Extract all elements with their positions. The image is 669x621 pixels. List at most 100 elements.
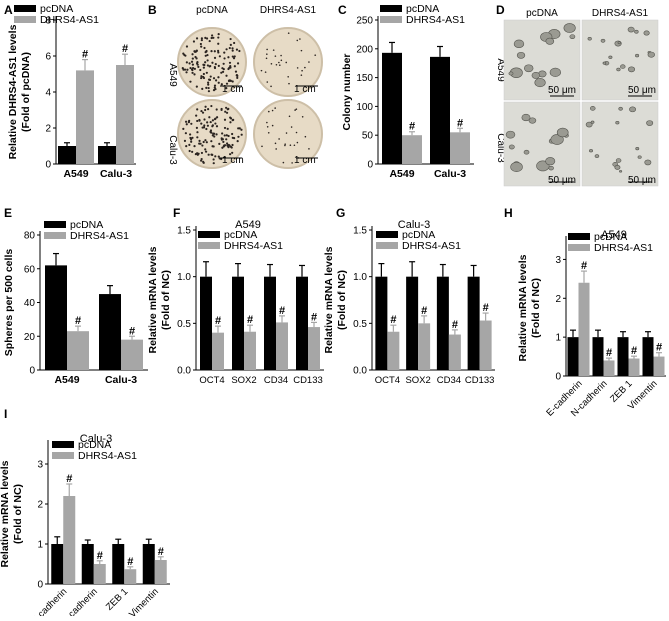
colony-dot [213, 132, 216, 135]
colony-dot [231, 132, 234, 136]
colony-dot [223, 57, 226, 60]
x-tick-label: Calu-3 [100, 168, 132, 180]
colony-dot [191, 57, 194, 60]
colony-dot [233, 55, 236, 58]
colony-dot [203, 124, 206, 127]
x-tick-label: SOX2 [405, 375, 430, 386]
colony-dot [195, 62, 199, 65]
colony-dot [193, 144, 196, 148]
colony-dot [240, 133, 243, 136]
bar-dhrs4-calu-3 [121, 339, 143, 370]
y-tick-label: 50 [362, 131, 374, 142]
panel-letter-f: F [173, 206, 180, 220]
sphere-cell [627, 66, 636, 73]
colony-dot [225, 87, 228, 90]
colony-dish-photos: pcDNA DHRS4-AS1 A549 Calu-3 1 cm 1 cm 1 … [167, 5, 323, 169]
micrograph-frame [503, 101, 581, 187]
y-axis-label: Colony number [341, 53, 353, 130]
colony-dot [314, 54, 317, 56]
sphere-cell [508, 144, 515, 150]
y-tick-label: 0 [29, 366, 35, 377]
colony-dot [205, 49, 208, 53]
y-axis-label: (Fold of NC) [160, 270, 172, 330]
colony-dot [183, 68, 187, 71]
colony-dot [214, 63, 217, 66]
sphere-cell [635, 147, 640, 151]
y-tick-label: 6 [45, 52, 51, 63]
colony-dot [210, 131, 213, 134]
colony-dot [226, 108, 229, 111]
colony-dot [205, 71, 208, 74]
sphere-cell [608, 55, 613, 59]
micro-scale-3: 50 μm [548, 175, 576, 186]
bar-pcdna-a549 [45, 265, 67, 370]
x-tick-label: OCT4 [199, 375, 224, 386]
colony-dot [288, 115, 291, 118]
colony-dot [267, 132, 270, 134]
y-tick-label: 0.0 [353, 366, 367, 377]
colony-dot [203, 63, 206, 67]
colony-dot [236, 62, 240, 65]
colony-dot [205, 37, 209, 40]
colony-dot [203, 118, 206, 121]
bar-pcdna-sox2 [232, 276, 244, 370]
colony-dot [275, 63, 278, 66]
colony-dot [301, 69, 303, 72]
bar-dhrs4-e-cadherin [578, 282, 590, 376]
bar-dhrs4-n-cadherin [603, 360, 615, 376]
colony-dot [205, 127, 208, 131]
colony-dot [217, 81, 220, 84]
colony-dot [227, 134, 230, 138]
bar-pcdna-cd133 [296, 276, 308, 370]
bar-pcdna-sox2 [406, 276, 419, 370]
bar-pcdna-zeb-1 [112, 544, 125, 584]
colony-dot [199, 68, 202, 72]
sphere-cell [545, 37, 555, 45]
colony-dot [199, 42, 202, 46]
colony-dot [211, 124, 214, 127]
sphere-cell [508, 71, 514, 76]
colony-dot [185, 71, 188, 74]
colony-dot [225, 82, 229, 85]
colony-dot [211, 145, 214, 148]
y-tick-label: 150 [356, 73, 373, 84]
legend-label-dhrs4: DHRS4-AS1 [594, 242, 653, 254]
dish-row-label-a549: A549 [167, 63, 178, 87]
sphere-cell [513, 39, 525, 49]
colony-dot [213, 86, 216, 89]
colony-dot [228, 66, 231, 69]
sphere-cell [550, 134, 564, 145]
colony-dot [266, 121, 268, 124]
x-tick-label: CD133 [465, 375, 495, 386]
bar-dhrs4-a549 [67, 331, 89, 370]
sphere-cell [549, 67, 561, 77]
legend-label-dhrs4: DHRS4-AS1 [70, 230, 129, 242]
panel-letter-c: C [338, 3, 347, 17]
colony-dot [296, 141, 299, 144]
colony-dot [304, 135, 307, 138]
y-tick-label: 20 [24, 332, 36, 343]
colony-dot [284, 144, 286, 147]
colony-dot [229, 43, 232, 46]
sphere-cell [602, 61, 607, 65]
legend-label-dhrs4: DHRS4-AS1 [40, 14, 99, 26]
y-tick-label: 2 [37, 500, 43, 511]
colony-dot [189, 80, 192, 83]
y-tick-label: 1.0 [353, 272, 367, 283]
colony-dot [215, 108, 218, 111]
colony-dot [191, 63, 194, 66]
colony-dot [228, 61, 232, 64]
colony-dot [240, 128, 243, 131]
colony-dot [234, 70, 238, 73]
x-tick-label: CD133 [293, 375, 323, 386]
colony-dot [300, 74, 303, 76]
colony-dot [209, 129, 213, 132]
bar-pcdna-e-cadherin [567, 337, 579, 376]
colony-dot [287, 76, 289, 78]
sphere-cell [528, 117, 537, 124]
colony-dot [202, 140, 205, 144]
colony-dot [296, 39, 299, 42]
colony-dot [266, 53, 268, 55]
y-axis-label: Relative mRNA levels [323, 246, 335, 353]
